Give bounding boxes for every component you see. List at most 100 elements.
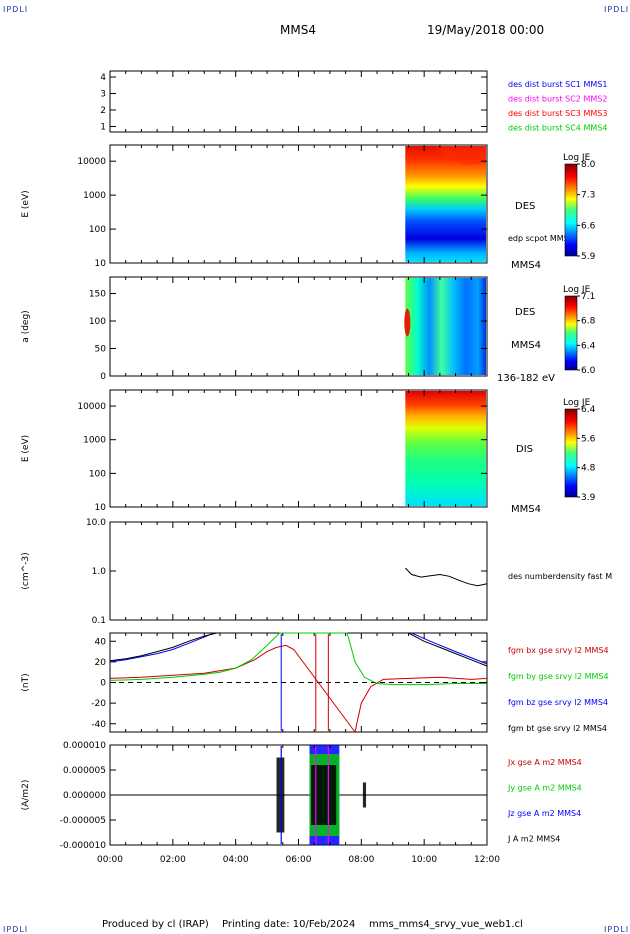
current-burst xyxy=(276,757,285,833)
density-legend-item: des numberdensity fast M xyxy=(508,572,612,581)
des-energy-colorbar-label: 5.9 xyxy=(581,252,596,262)
des-pitch-spectrogram xyxy=(405,278,486,375)
des-pitch-sc-label: MMS4 xyxy=(511,340,541,351)
current-ylabel: (A/m2) xyxy=(21,780,31,811)
bfield-legend-item: fgm bx gse srvy l2 MMS4 xyxy=(508,646,609,655)
footer-script: mms_mms4_srvy_vue_web1.cl xyxy=(369,919,523,930)
x-axis-tick-label: 08:00 xyxy=(348,855,374,865)
des-pitch-ytick-label: 100 xyxy=(89,317,106,327)
des-pitch-colorbar xyxy=(564,295,578,371)
des-energy-hot-band xyxy=(405,146,486,165)
corner-label-tl: IPDLI xyxy=(3,5,29,14)
dis-energy-colorbar xyxy=(564,408,578,498)
des-energy-spectrogram xyxy=(405,146,486,262)
dis-energy-colorbar-label: 4.8 xyxy=(581,464,596,474)
x-axis-tick-label: 02:00 xyxy=(160,855,186,865)
des-energy-colorbar-title: Log JE xyxy=(563,153,591,163)
date-title: 19/May/2018 00:00 xyxy=(427,23,545,37)
burst-ytick-label: 4 xyxy=(100,73,106,83)
des-energy-instrument-label: DES xyxy=(515,201,535,212)
des-energy-ytick-label: 100 xyxy=(89,225,106,235)
current-legend-item: Jz gse A m2 MMS4 xyxy=(507,809,581,818)
current-legend-item: Jy gse A m2 MMS4 xyxy=(507,784,582,793)
dis-energy-sc-label: MMS4 xyxy=(511,504,541,515)
burst-legend-item: des dist burst SC1 MMS1 xyxy=(508,80,607,89)
x-axis-tick-label: 06:00 xyxy=(286,855,312,865)
x-axis-tick-label: 04:00 xyxy=(223,855,249,865)
density-series-line xyxy=(404,567,488,587)
bfield-series-line xyxy=(109,632,487,686)
burst-ytick-label: 2 xyxy=(100,106,106,116)
bfield-ytick-label: 40 xyxy=(95,637,107,647)
current-legend-item: Jx gse A m2 MMS4 xyxy=(507,758,582,767)
des-energy-colorbar-label: 8.0 xyxy=(581,160,596,170)
des-pitch-colorbar-label: 6.8 xyxy=(581,317,596,327)
x-axis-tick-label: 10:00 xyxy=(411,855,437,865)
density-ylabel: (cm^-3) xyxy=(21,552,31,589)
bfield-legend-item: fgm by gse srvy l2 MMS4 xyxy=(508,672,609,681)
dis-energy-colorbar-label: 5.6 xyxy=(581,434,596,444)
x-axis-tick-label: 00:00 xyxy=(97,855,123,865)
des-energy-colorbar-label: 7.3 xyxy=(581,191,595,201)
bfield-series-line xyxy=(109,632,217,662)
dis-energy-spectrogram xyxy=(405,391,486,506)
des-pitch-energy-range: 136-182 eV xyxy=(497,373,555,384)
dis-energy-ytick-label: 10000 xyxy=(77,402,106,412)
current-ytick-label: -0.000010 xyxy=(60,841,106,851)
bfield-legend-item: fgm bt gse srvy l2 MMS4 xyxy=(508,724,607,733)
des-pitch-ytick-label: 150 xyxy=(89,290,106,300)
burst-panel-frame xyxy=(109,70,488,133)
current-ytick-label: 0.000005 xyxy=(63,766,106,776)
burst-legend-item: des dist burst SC3 MMS3 xyxy=(508,109,607,118)
dis-energy-colorbar-label: 3.9 xyxy=(581,493,596,503)
des-pitch-colorbar-label: 6.0 xyxy=(581,366,596,376)
des-pitch-ytick-label: 50 xyxy=(95,345,107,355)
bfield-legend-item: fgm bz gse srvy l2 MMS4 xyxy=(508,698,608,707)
des-energy-colorbar xyxy=(564,163,578,257)
des-pitch-hot-spot xyxy=(404,308,411,337)
bfield-ytick-label: -20 xyxy=(91,699,106,709)
des-energy-scpot-label: edp scpot MMS4 xyxy=(508,234,574,243)
current-ytick-label: -0.000005 xyxy=(60,816,106,826)
x-axis-tick-label: 12:00 xyxy=(474,855,500,865)
bfield-ylabel: (nT) xyxy=(21,673,31,691)
dis-energy-ytick-label: 1000 xyxy=(83,436,106,446)
bfield-series-line xyxy=(109,644,488,734)
dis-energy-colorbar-label: 6.4 xyxy=(581,405,596,415)
des-energy-ytick-label: 10000 xyxy=(77,157,106,167)
des-pitch-top-label: MMS4 xyxy=(511,260,541,271)
bfield-ytick-label: -40 xyxy=(91,720,106,730)
density-ytick-label: 1.0 xyxy=(92,567,107,577)
density-ytick-label: 0.1 xyxy=(92,616,106,626)
footer-produced-by: Produced by cl (IRAP) xyxy=(102,919,209,930)
burst-legend-item: des dist burst SC2 MMS2 xyxy=(508,95,607,104)
bfield-bz-late-line xyxy=(411,632,488,665)
spacecraft-title: MMS4 xyxy=(280,23,316,37)
dis-energy-ytick-label: 100 xyxy=(89,469,106,479)
corner-label-bl: IPDLI xyxy=(3,925,29,934)
density-ytick-label: 10.0 xyxy=(86,518,106,528)
dis-energy-colorbar-title: Log JE xyxy=(563,398,591,408)
burst-legend-item: des dist burst SC4 MMS4 xyxy=(508,124,607,133)
des-pitch-instrument-label: DES xyxy=(515,307,535,318)
corner-label-tr: IPDLI xyxy=(604,5,630,14)
current-burst xyxy=(362,782,367,808)
des-pitch-colorbar-title: Log JE xyxy=(563,285,591,295)
bfield-bt-late-line xyxy=(408,632,488,667)
bfield-ytick-label: 20 xyxy=(95,658,107,668)
des-pitch-colorbar-label: 7.1 xyxy=(581,292,595,302)
des-pitch-colorbar-label: 6.4 xyxy=(581,341,596,351)
burst-ytick-label: 3 xyxy=(100,90,106,100)
des-energy-ylabel: E (eV) xyxy=(21,190,31,217)
bfield-ytick-label: 0 xyxy=(100,679,106,689)
dis-energy-ytick-label: 10 xyxy=(95,503,107,513)
des-energy-ytick-label: 1000 xyxy=(83,191,106,201)
bfield-series-line xyxy=(109,632,214,663)
des-pitch-ytick-label: 0 xyxy=(100,372,106,382)
dis-energy-ylabel: E (eV) xyxy=(21,435,31,462)
current-ytick-label: 0.000010 xyxy=(63,741,106,751)
current-ytick-label: 0.000000 xyxy=(63,791,106,801)
density-panel-frame xyxy=(109,521,488,621)
des-energy-ytick-label: 10 xyxy=(95,259,107,269)
current-legend-item: J A m2 MMS4 xyxy=(507,835,560,844)
